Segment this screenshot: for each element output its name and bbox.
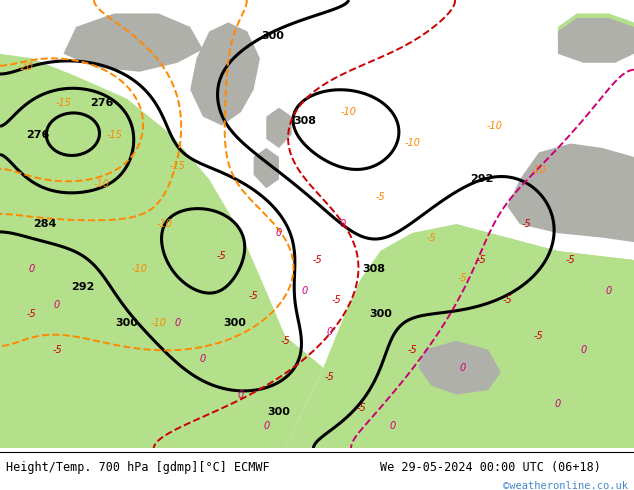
Polygon shape: [558, 13, 634, 58]
Text: -5: -5: [502, 295, 512, 305]
Text: -10: -10: [404, 139, 420, 148]
Text: 284: 284: [33, 219, 56, 229]
Text: 0: 0: [460, 363, 466, 373]
Text: -10: -10: [340, 107, 357, 117]
Text: 0: 0: [29, 264, 35, 274]
Text: -5: -5: [566, 255, 576, 265]
Polygon shape: [63, 13, 203, 72]
Polygon shape: [254, 148, 279, 188]
Text: -5: -5: [426, 233, 436, 243]
Text: 308: 308: [363, 264, 385, 274]
Text: 0: 0: [390, 421, 396, 431]
Text: -5: -5: [217, 250, 227, 261]
Text: 0: 0: [200, 354, 206, 364]
Text: 300: 300: [268, 408, 290, 417]
Text: 0: 0: [174, 318, 181, 328]
Text: 300: 300: [369, 309, 392, 319]
Text: 292: 292: [71, 282, 94, 292]
Text: -5: -5: [477, 255, 487, 265]
Polygon shape: [418, 341, 501, 394]
Text: -5: -5: [458, 273, 468, 283]
Text: 308: 308: [293, 116, 316, 126]
Text: -5: -5: [521, 219, 531, 229]
Text: -5: -5: [331, 295, 341, 305]
Polygon shape: [0, 54, 323, 448]
Text: ©weatheronline.co.uk: ©weatheronline.co.uk: [503, 481, 628, 490]
Text: 0: 0: [580, 344, 586, 355]
Text: -15: -15: [106, 129, 122, 140]
Text: 0: 0: [605, 287, 612, 296]
Text: -15: -15: [55, 98, 72, 108]
Text: -10: -10: [93, 179, 110, 189]
Text: 0: 0: [327, 327, 333, 337]
Text: 276: 276: [90, 98, 113, 108]
Text: -10: -10: [131, 264, 148, 274]
Text: -5: -5: [325, 371, 335, 382]
Text: 0: 0: [54, 300, 60, 310]
Text: 0: 0: [555, 398, 561, 409]
Polygon shape: [558, 18, 634, 63]
Text: -15: -15: [169, 161, 186, 171]
Text: -5: -5: [356, 403, 366, 413]
Text: 292: 292: [470, 174, 493, 184]
Text: -5: -5: [312, 255, 322, 265]
Text: 0: 0: [263, 421, 269, 431]
Text: -5: -5: [27, 309, 37, 319]
Polygon shape: [190, 23, 260, 125]
Text: -5: -5: [375, 192, 385, 202]
Text: We 29-05-2024 00:00 UTC (06+18): We 29-05-2024 00:00 UTC (06+18): [380, 461, 601, 474]
Text: 300: 300: [115, 318, 138, 328]
Text: -10: -10: [531, 165, 547, 175]
Text: -10: -10: [150, 318, 167, 328]
Text: -20: -20: [17, 62, 34, 72]
Text: -5: -5: [249, 291, 259, 301]
Text: -5: -5: [52, 344, 62, 355]
Text: -5: -5: [407, 344, 417, 355]
Text: 300: 300: [223, 318, 246, 328]
Text: 0: 0: [301, 287, 307, 296]
Text: -10: -10: [157, 219, 173, 229]
Text: 276: 276: [27, 129, 49, 140]
Text: -5: -5: [280, 336, 290, 346]
Text: -10: -10: [486, 121, 503, 130]
Text: -5: -5: [534, 331, 544, 341]
Polygon shape: [380, 224, 634, 448]
Text: 300: 300: [261, 31, 284, 41]
Polygon shape: [507, 144, 634, 242]
Text: Height/Temp. 700 hPa [gdmp][°C] ECMWF: Height/Temp. 700 hPa [gdmp][°C] ECMWF: [6, 461, 270, 474]
Text: 0: 0: [238, 390, 244, 399]
Text: 0: 0: [276, 228, 282, 238]
Polygon shape: [0, 224, 634, 448]
Text: 0: 0: [339, 219, 346, 229]
Polygon shape: [266, 108, 292, 148]
